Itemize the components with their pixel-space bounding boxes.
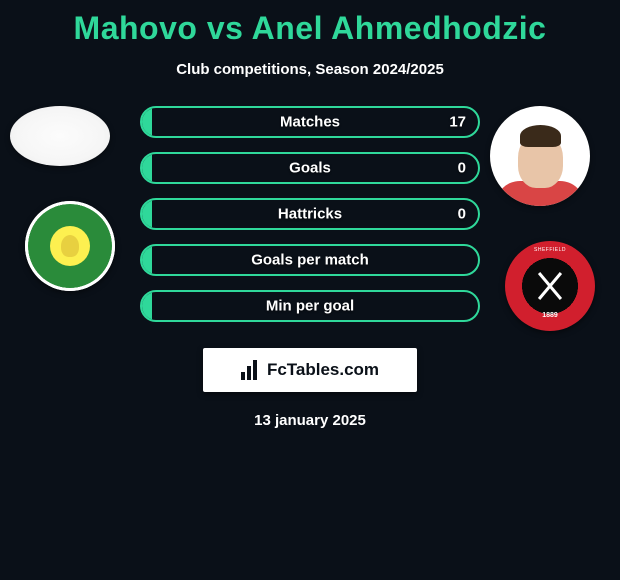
date-text: 13 january 2025 [254,412,366,429]
bar-icon-segment [241,372,245,380]
stat-label: Hattricks [278,206,342,223]
stat-bar-matches: Matches 17 [140,106,480,138]
stat-fill [142,108,152,136]
watermark-text: FcTables.com [267,360,379,380]
page-title: Mahovo vs Anel Ahmedhodzic [74,10,547,47]
club-left-badge-container [20,196,120,296]
bar-icon-segment [253,360,257,380]
stat-bar-hattricks: Hattricks 0 [140,198,480,230]
avatar-hair [520,125,561,147]
stat-fill [142,292,152,320]
stat-value-right: 17 [449,114,466,131]
stat-bar-goals-per-match: Goals per match [140,244,480,276]
club-left-badge-inner [50,226,90,266]
stat-label: Goals [289,160,331,177]
club-right-year: 1889 [542,312,558,319]
stat-label: Min per goal [266,298,354,315]
stat-label: Goals per match [251,252,369,269]
player-right-avatar [490,106,590,206]
canary-icon [61,235,79,257]
stat-fill [142,246,152,274]
club-right-name-arc: SHEFFIELD [534,247,566,253]
stat-value-right: 0 [458,206,466,223]
stats-region: SHEFFIELD 1889 Matches 17 Goals 0 [0,106,620,336]
subtitle: Club competitions, Season 2024/2025 [176,61,444,78]
watermark-box: FcTables.com [203,348,417,392]
stat-fill [142,200,152,228]
avatar-head [518,133,563,188]
swords-icon [533,269,567,303]
stat-bar-goals: Goals 0 [140,152,480,184]
stat-bars: Matches 17 Goals 0 Hattricks 0 Goals per… [140,106,480,322]
root-container: Mahovo vs Anel Ahmedhodzic Club competit… [0,0,620,429]
stat-value-right: 0 [458,160,466,177]
bar-icon-segment [247,366,251,380]
stat-fill [142,154,152,182]
bars-icon [241,360,263,380]
club-right-badge: SHEFFIELD 1889 [505,241,595,331]
stat-bar-min-per-goal: Min per goal [140,290,480,322]
club-left-badge [25,201,115,291]
player-left-avatar-placeholder [10,106,110,166]
stat-label: Matches [280,114,340,131]
club-right-badge-container: SHEFFIELD 1889 [500,236,600,336]
